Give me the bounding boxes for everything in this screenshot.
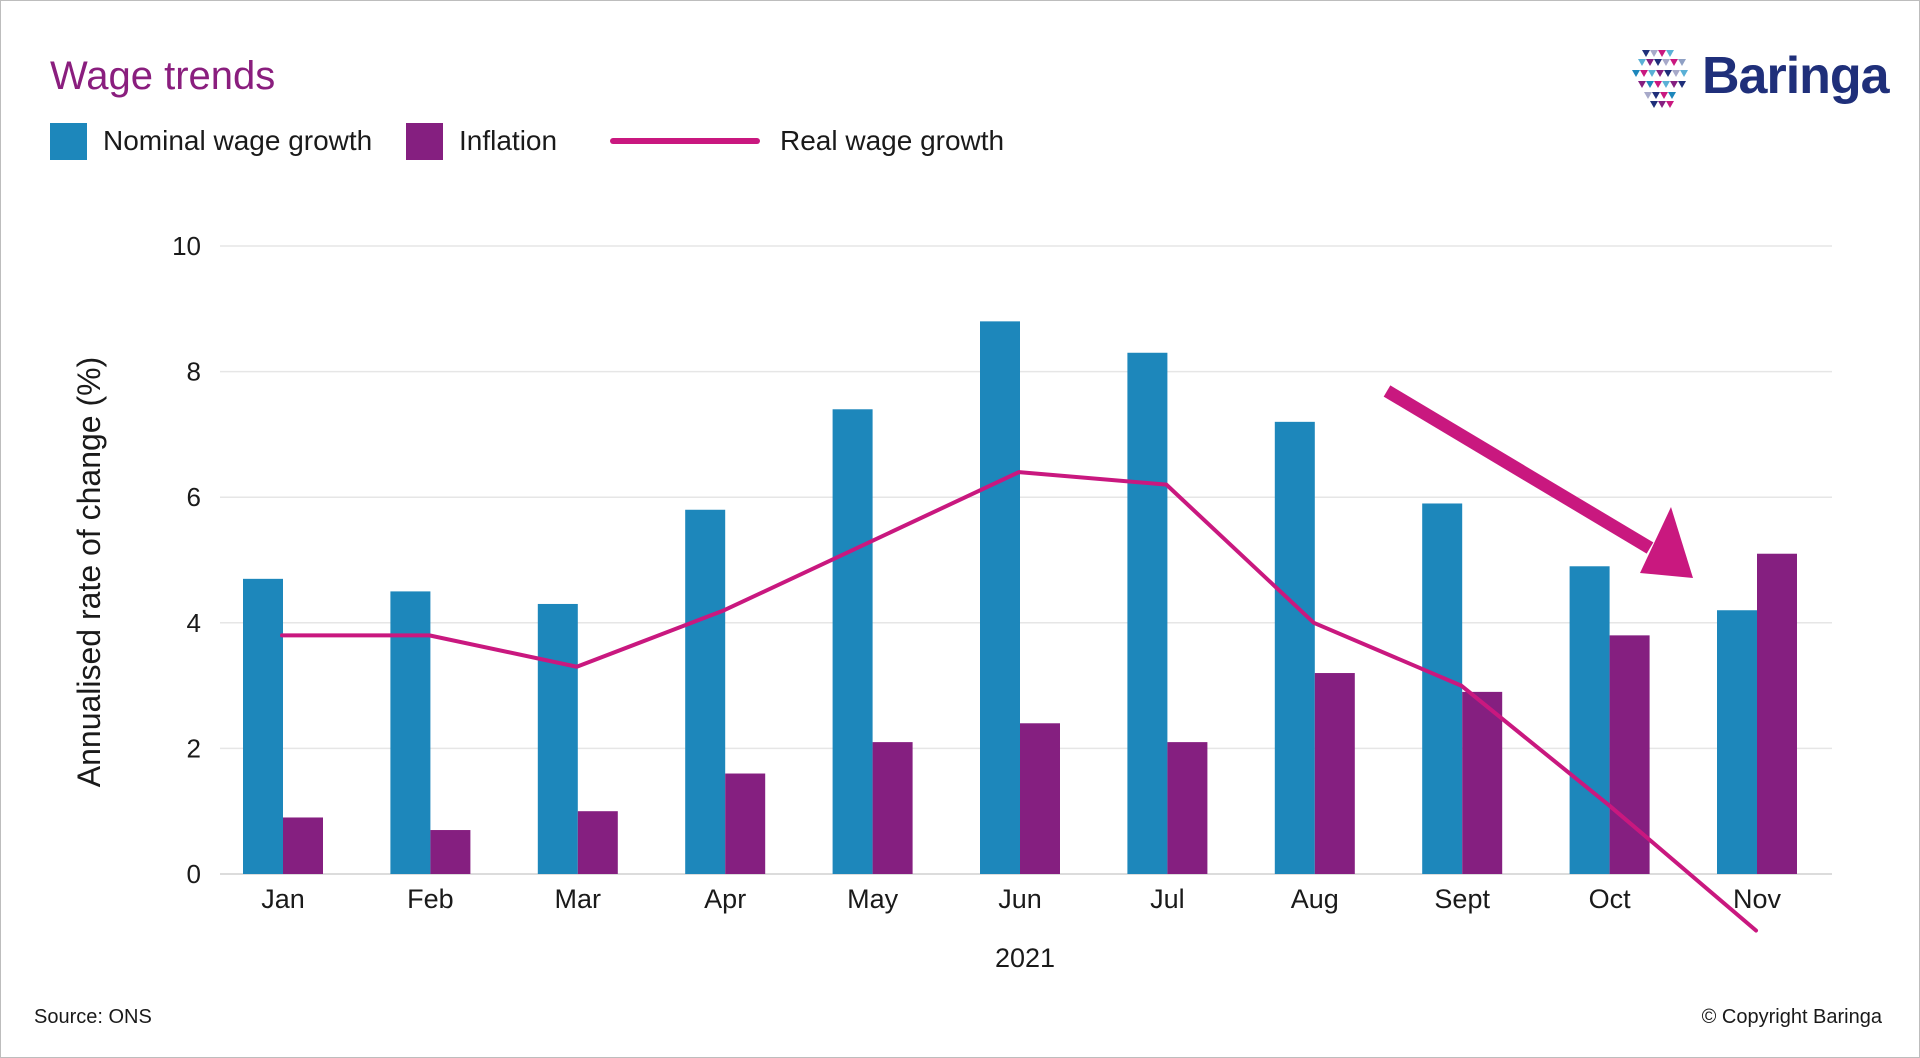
legend-item-real: Real wage growth <box>610 121 1004 161</box>
legend-swatch-nominal <box>50 122 87 160</box>
x-tick-label: Sept <box>1434 884 1490 914</box>
y-tick-labels: 0 2 4 6 8 10 <box>172 231 201 889</box>
x-tick-label: May <box>847 884 899 914</box>
real-wage-line-group <box>280 470 1758 933</box>
y-tick-label: 6 <box>187 482 201 512</box>
bar-nominal-may <box>832 409 873 874</box>
bar-nominal-nov <box>1717 610 1757 874</box>
x-tick-label: Jan <box>261 884 305 914</box>
bar-nominal-feb <box>390 591 431 874</box>
bar-inflation-nov <box>1757 553 1797 874</box>
bar-inflation-sept <box>1462 691 1503 874</box>
bar-nominal-apr <box>685 509 726 874</box>
y-tick-label: 4 <box>187 608 201 638</box>
bar-inflation-jan <box>283 817 323 874</box>
bar-nominal-jul <box>1127 352 1168 874</box>
x-tick-labels: Jan Feb Mar Apr May Jun Jul Aug Sept Oct Nov <box>261 884 1781 914</box>
bar-inflation-jul <box>1167 742 1208 874</box>
bar-inflation-may <box>872 742 913 874</box>
x-tick-label: Aug <box>1291 884 1339 914</box>
bar-inflation-jun <box>1020 723 1060 874</box>
bar-nominal-mar <box>537 603 578 874</box>
y-tick-label: 8 <box>187 357 201 387</box>
chart-title: Wage trends <box>50 54 276 98</box>
bar-inflation-apr <box>725 773 766 874</box>
y-tick-label: 2 <box>187 733 201 763</box>
triangle-mosaic-icon <box>1632 50 1688 108</box>
copyright-note: © Copyright Baringa <box>1701 1006 1882 1028</box>
legend-swatch-real <box>610 138 760 144</box>
trend-annotation <box>1383 385 1693 578</box>
trend-arrow-shaft <box>1383 385 1654 554</box>
bar-inflation-mar <box>577 811 618 874</box>
x-tick-label: Oct <box>1589 884 1632 914</box>
legend-item-nominal: Nominal wage growth <box>50 121 372 161</box>
bar-inflation-feb <box>430 830 471 874</box>
legend-label-real: Real wage growth <box>780 125 1005 156</box>
legend-item-inflation: Inflation <box>406 121 557 161</box>
bar-inflation-aug <box>1314 673 1355 874</box>
x-tick-label: Jul <box>1150 884 1185 914</box>
bar-nominal-jun <box>980 321 1020 874</box>
x-tick-label: Apr <box>704 884 746 914</box>
x-tick-label: Jun <box>998 884 1042 914</box>
legend-label-inflation: Inflation <box>459 125 558 156</box>
source-note: Source: ONS <box>34 1006 152 1028</box>
trend-arrow-head <box>1640 507 1693 578</box>
baringa-logo: Baringa <box>1630 47 1890 110</box>
y-tick-label: 10 <box>172 231 201 261</box>
x-axis-label: 2021 <box>995 943 1055 973</box>
y-tick-label: 0 <box>187 859 201 889</box>
bar-nominal-sept <box>1422 503 1463 874</box>
bar-nominal-aug <box>1274 421 1315 874</box>
bar-nominal-oct <box>1569 566 1610 874</box>
bar-nominal-jan <box>243 578 283 874</box>
x-tick-label: Feb <box>407 884 454 914</box>
real-wage-line <box>280 470 1758 933</box>
bars <box>243 321 1797 874</box>
legend-label-nominal: Nominal wage growth <box>103 125 373 156</box>
logo-wordmark: Baringa <box>1702 47 1890 105</box>
x-tick-label: Nov <box>1733 884 1782 914</box>
y-axis-label: Annualised rate of change (%) <box>71 357 107 787</box>
bar-inflation-oct <box>1609 635 1650 874</box>
legend-swatch-inflation <box>406 122 443 160</box>
x-tick-label: Mar <box>555 884 602 914</box>
